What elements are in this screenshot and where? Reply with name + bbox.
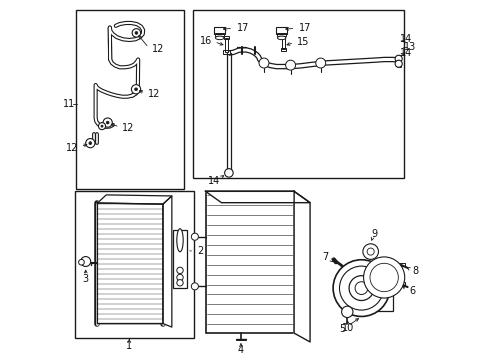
Circle shape [79,260,84,265]
Bar [398,263,404,266]
Bar [224,37,228,52]
Bar [214,27,224,33]
Ellipse shape [177,229,183,252]
Text: 6: 6 [408,286,414,296]
Circle shape [89,142,92,145]
Polygon shape [293,192,309,342]
Text: 10: 10 [341,323,353,333]
Bar [280,48,286,51]
Bar [276,27,286,33]
Circle shape [339,266,383,310]
Bar [205,192,293,333]
Circle shape [177,280,183,286]
Circle shape [106,121,109,124]
Ellipse shape [277,36,285,40]
Circle shape [259,58,268,68]
Text: 1: 1 [126,341,132,351]
Ellipse shape [215,36,224,40]
Bar [75,191,193,338]
Bar [375,265,392,311]
Bar [277,33,285,36]
Bar [222,50,230,54]
Text: 12: 12 [148,89,160,99]
Circle shape [341,306,352,318]
Circle shape [332,260,389,316]
Polygon shape [97,203,163,324]
Circle shape [81,257,90,266]
Bar [215,33,224,36]
Circle shape [98,123,105,130]
Text: 3: 3 [82,274,89,284]
Circle shape [103,118,112,127]
Text: 13: 13 [403,42,415,52]
Text: 12: 12 [122,123,134,133]
Circle shape [348,276,373,301]
Text: 17: 17 [299,23,311,33]
Polygon shape [97,195,171,204]
Circle shape [177,274,183,281]
Bar [398,282,404,285]
Circle shape [363,257,404,298]
Text: 14: 14 [207,176,220,186]
Circle shape [191,283,198,290]
Text: 17: 17 [236,23,248,33]
Text: 11: 11 [63,99,75,109]
Circle shape [362,244,378,260]
Circle shape [132,29,141,37]
Circle shape [135,31,138,34]
Circle shape [315,58,325,68]
Circle shape [394,60,402,67]
Polygon shape [205,192,309,203]
Text: 7: 7 [321,252,327,262]
Text: 14: 14 [399,34,411,44]
Bar [193,10,403,178]
Bar [173,230,186,288]
Text: 9: 9 [370,229,377,239]
Text: 15: 15 [296,37,309,47]
Text: 16: 16 [199,36,211,46]
Polygon shape [163,196,171,327]
Circle shape [131,85,141,94]
Circle shape [366,248,373,255]
Text: 4: 4 [237,345,244,355]
Circle shape [285,60,295,70]
Circle shape [177,267,183,274]
Circle shape [394,55,402,62]
Circle shape [134,88,137,91]
Circle shape [101,125,103,127]
Text: 12: 12 [65,143,78,153]
Text: 12: 12 [151,44,163,54]
Circle shape [369,263,398,292]
Bar [76,10,184,189]
Text: 5: 5 [339,324,345,334]
Circle shape [85,139,95,148]
Text: 14: 14 [399,48,411,58]
Bar [281,36,285,49]
Text: 2: 2 [197,246,203,256]
Circle shape [354,282,367,294]
Text: 8: 8 [412,266,418,276]
Circle shape [191,233,198,240]
Circle shape [224,168,233,177]
Bar [224,36,228,39]
